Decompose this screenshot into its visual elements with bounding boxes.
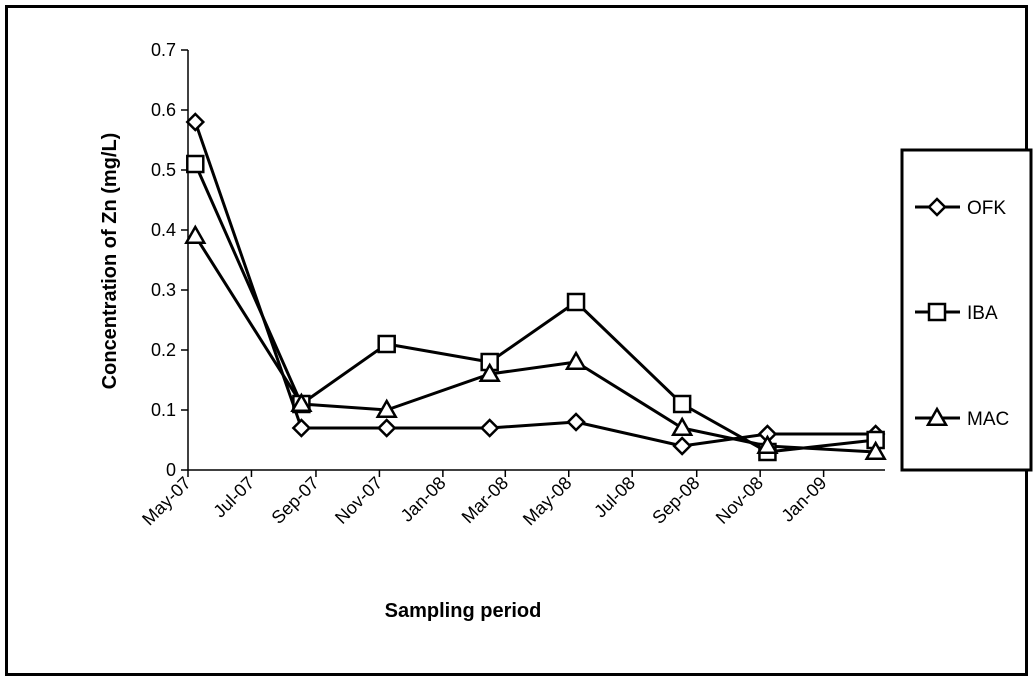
data-point-ofk bbox=[479, 418, 500, 438]
y-tick-label: 0.6 bbox=[151, 100, 176, 120]
data-point-mac bbox=[478, 362, 501, 382]
x-tick-label: Jul-08 bbox=[590, 473, 639, 522]
x-tick-label: Sep-07 bbox=[268, 473, 323, 528]
y-tick-label: 0.3 bbox=[151, 280, 176, 300]
data-point-iba bbox=[377, 334, 396, 354]
data-point-mac bbox=[670, 416, 694, 436]
legend-marker-iba bbox=[927, 302, 947, 322]
x-tick-label: Nov-08 bbox=[712, 473, 767, 528]
x-tick-label: Jan-09 bbox=[777, 473, 830, 526]
y-tick-label: 0.5 bbox=[151, 160, 176, 180]
data-point-ofk bbox=[291, 418, 312, 438]
data-point-mac bbox=[756, 434, 779, 454]
x-tick-label: Nov-07 bbox=[331, 473, 386, 528]
x-tick-label: Mar-08 bbox=[458, 473, 512, 527]
y-tick-label: 0.1 bbox=[151, 400, 176, 420]
x-tick-label: May-08 bbox=[519, 473, 576, 530]
data-point-ofk bbox=[376, 418, 397, 438]
x-axis-title: Sampling period bbox=[385, 600, 542, 622]
legend-label-iba: IBA bbox=[967, 303, 998, 324]
data-point-ofk bbox=[185, 112, 206, 132]
data-point-mac bbox=[290, 392, 313, 412]
x-tick-label: Jan-08 bbox=[397, 473, 450, 526]
legend-marker-ofk bbox=[927, 197, 947, 217]
y-tick-label: 0 bbox=[166, 460, 176, 480]
y-tick-label: 0.4 bbox=[151, 220, 176, 240]
y-tick-label: 0.7 bbox=[151, 40, 176, 60]
legend-label-mac: MAC bbox=[967, 409, 1009, 430]
series-line-mac bbox=[194, 235, 876, 454]
x-tick-label: Jul-07 bbox=[209, 473, 258, 522]
legend-marker-mac bbox=[925, 406, 949, 426]
x-tick-label: Sep-08 bbox=[648, 473, 703, 528]
x-tick-label: May-07 bbox=[138, 473, 195, 530]
series-line-ofk bbox=[193, 121, 876, 448]
data-point-iba bbox=[566, 292, 586, 312]
data-point-mac bbox=[864, 440, 887, 460]
data-point-mac bbox=[564, 350, 588, 370]
data-point-mac bbox=[184, 224, 207, 244]
chart-frame bbox=[5, 5, 1028, 676]
data-point-iba bbox=[186, 154, 205, 174]
data-point-iba bbox=[672, 394, 692, 414]
legend-label-ofk: OFK bbox=[967, 198, 1006, 219]
y-tick-label: 0.2 bbox=[151, 340, 176, 360]
data-point-mac bbox=[375, 398, 398, 418]
y-axis-title: Concentration of Zn (mg/L) bbox=[99, 133, 121, 390]
data-point-ofk bbox=[672, 436, 692, 456]
data-point-ofk bbox=[566, 412, 586, 432]
